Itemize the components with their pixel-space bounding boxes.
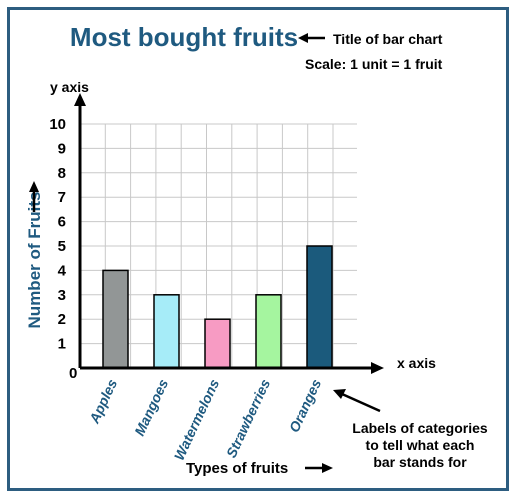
y-axis-caption: y axis: [50, 79, 89, 95]
bar-strawberries: [255, 294, 282, 369]
category-note-line-1: Labels of categories: [352, 420, 488, 436]
y-axis-label: Number of Fruits: [25, 192, 44, 329]
y-tick-label: 9: [58, 140, 66, 157]
chart-frame: [7, 7, 509, 491]
x-axis-arrowhead-icon: [371, 362, 384, 374]
category-label-mangoes: Mangoes: [131, 376, 171, 438]
bar-apples: [102, 269, 129, 369]
origin-label: 0: [69, 365, 77, 382]
category-note-arrow-icon: [333, 389, 381, 413]
y-tick-label: 1: [58, 336, 66, 353]
y-tick-labels: 1 2 3 4 5 6 7 8 9 10: [49, 116, 66, 353]
category-note-line-2: to tell what each: [366, 437, 475, 453]
y-tick-label: 4: [58, 262, 67, 279]
category-labels: Apples Mangoes Watermelons Strawberries Oran…: [86, 376, 325, 462]
axes: [74, 93, 384, 374]
chart-title: Most bought fruits: [70, 22, 298, 52]
x-axis-label: Types of fruits: [186, 460, 288, 477]
category-label-strawberries: Strawberries: [223, 376, 273, 460]
title-arrow-icon: [298, 33, 325, 43]
category-label-watermelons: Watermelons: [171, 376, 223, 462]
bar-mangoes: [153, 294, 180, 369]
y-tick-label: 8: [58, 165, 66, 182]
bar-watermelons: [204, 318, 231, 369]
x-axis-caption: x axis: [397, 355, 436, 371]
bar-oranges: [306, 245, 333, 369]
category-label-oranges: Oranges: [286, 376, 325, 434]
bars: [102, 245, 333, 369]
category-note-line-3: bar stands for: [373, 454, 467, 470]
category-label-apples: Apples: [86, 376, 121, 426]
y-tick-label: 6: [58, 214, 66, 231]
title-annotation: Title of bar chart: [333, 31, 443, 47]
y-tick-label: 3: [58, 287, 66, 304]
y-tick-label: 10: [49, 116, 66, 133]
y-label-arrow-icon: [29, 181, 39, 212]
y-tick-label: 2: [58, 311, 66, 328]
x-label-arrow-icon: [305, 463, 333, 473]
y-axis-arrowhead-icon: [74, 93, 86, 106]
y-tick-label: 7: [58, 189, 66, 206]
y-tick-label: 5: [58, 238, 66, 255]
scale-note: Scale: 1 unit = 1 fruit: [305, 56, 443, 72]
